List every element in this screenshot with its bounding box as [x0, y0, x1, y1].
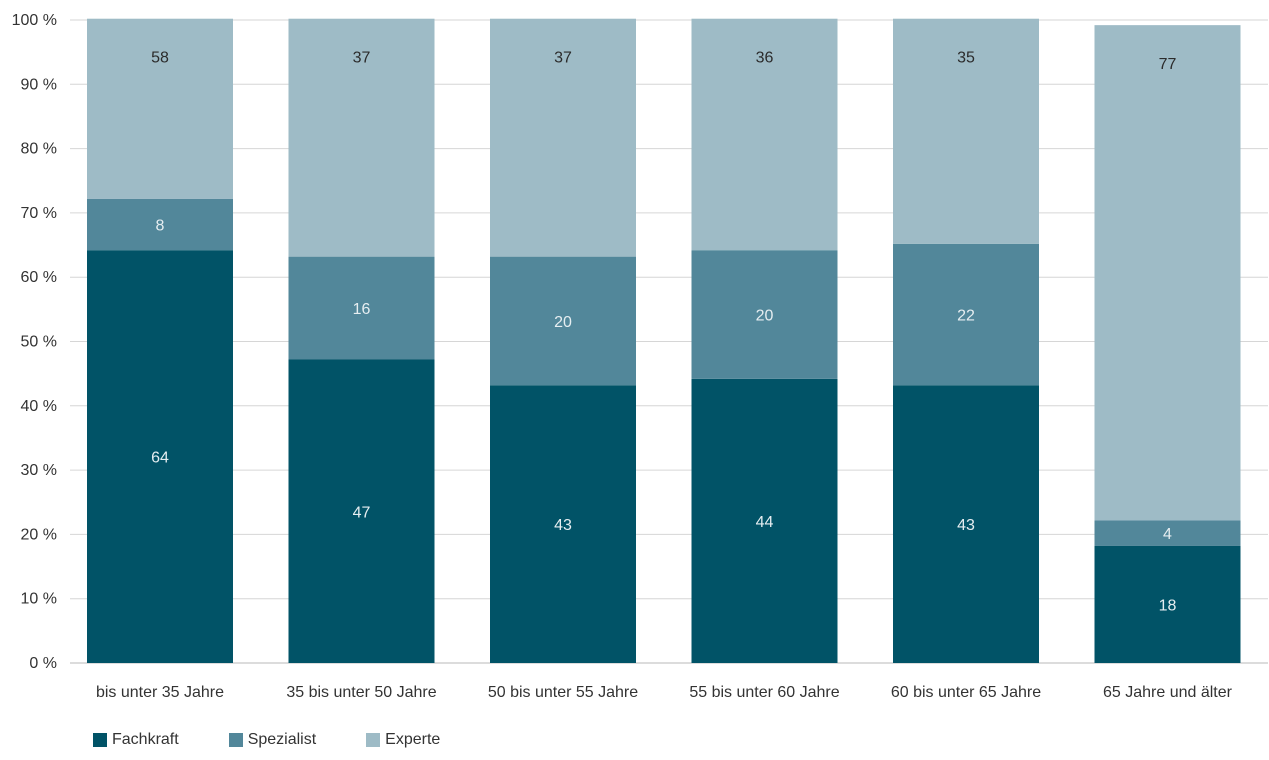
data-label: 20 — [554, 314, 572, 331]
legend-item-fachkraft: Fachkraft — [93, 731, 179, 749]
bar-segment-fachkraft — [1094, 545, 1241, 663]
bar-segment-fachkraft — [87, 250, 233, 663]
x-category-label: 35 bis unter 50 Jahre — [286, 684, 436, 701]
bar-segment-fachkraft — [490, 385, 636, 663]
legend-swatch-spezialist — [228, 733, 243, 747]
bar-segment-spezialist — [490, 256, 636, 386]
legend-label-experte: Experte — [385, 731, 441, 748]
data-label: 58 — [151, 50, 169, 67]
y-tick-label: 60 % — [21, 269, 57, 286]
bar-segment-experte — [1094, 25, 1241, 521]
bar-segment-experte — [87, 18, 233, 199]
bar-segment-experte — [288, 18, 435, 257]
x-category-label: 65 Jahre und älter — [1103, 684, 1233, 701]
legend-label-fachkraft: Fachkraft — [112, 731, 179, 748]
y-tick-label: 30 % — [21, 462, 57, 479]
data-label: 37 — [353, 50, 371, 67]
bar-segment-experte — [691, 18, 838, 251]
legend-swatch-fachkraft — [93, 733, 107, 747]
data-label: 77 — [1159, 56, 1177, 73]
bar-segment-spezialist — [87, 198, 233, 251]
legend-item-experte: Experte — [366, 731, 440, 749]
data-label: 16 — [353, 301, 371, 318]
bar-segment-experte — [893, 18, 1039, 244]
data-label: 18 — [1159, 597, 1177, 614]
data-label: 36 — [756, 50, 774, 67]
data-label: 44 — [756, 514, 774, 531]
data-label: 43 — [554, 517, 572, 534]
bar-segment-fachkraft — [691, 378, 838, 663]
y-tick-label: 20 % — [21, 526, 57, 543]
x-category-label: 60 bis unter 65 Jahre — [891, 684, 1041, 701]
x-category-label: 50 bis unter 55 Jahre — [488, 684, 638, 701]
y-tick-label: 0 % — [29, 655, 57, 672]
data-label: 4 — [1163, 526, 1172, 543]
data-label: 20 — [756, 307, 774, 324]
y-tick-label: 40 % — [21, 398, 57, 415]
y-tick-label: 100 % — [12, 12, 57, 29]
legend: Fachkraft Spezialist Experte — [93, 731, 490, 749]
y-tick-label: 10 % — [21, 591, 57, 608]
bar-segment-fachkraft — [893, 385, 1039, 663]
x-category-label: 55 bis unter 60 Jahre — [689, 684, 839, 701]
data-label: 35 — [957, 50, 975, 67]
bar-segment-spezialist — [691, 250, 838, 379]
legend-label-spezialist: Spezialist — [247, 731, 317, 748]
legend-swatch-experte — [366, 733, 381, 747]
x-category-label: bis unter 35 Jahre — [96, 684, 224, 701]
bar-segment-spezialist — [893, 243, 1039, 386]
y-tick-label: 50 % — [21, 334, 57, 351]
bar-segment-spezialist — [1094, 520, 1241, 546]
data-label: 37 — [554, 50, 572, 67]
data-label: 64 — [151, 450, 169, 467]
legend-item-spezialist: Spezialist — [228, 731, 317, 749]
bar-segment-spezialist — [288, 256, 435, 360]
data-label: 8 — [156, 217, 165, 234]
y-tick-label: 90 % — [21, 76, 57, 93]
data-label: 43 — [957, 517, 975, 534]
data-label: 47 — [353, 504, 371, 521]
bar-segment-experte — [490, 18, 636, 257]
y-tick-label: 70 % — [21, 205, 57, 222]
bar-segment-fachkraft — [288, 359, 435, 663]
stacked-bar-chart: 0 % 10 % 20 % 30 % 40 % 50 % 60 % 70 % 80 % 90 % 1… — [12, 12, 1268, 701]
data-label: 22 — [957, 307, 975, 324]
y-tick-label: 80 % — [21, 141, 57, 158]
